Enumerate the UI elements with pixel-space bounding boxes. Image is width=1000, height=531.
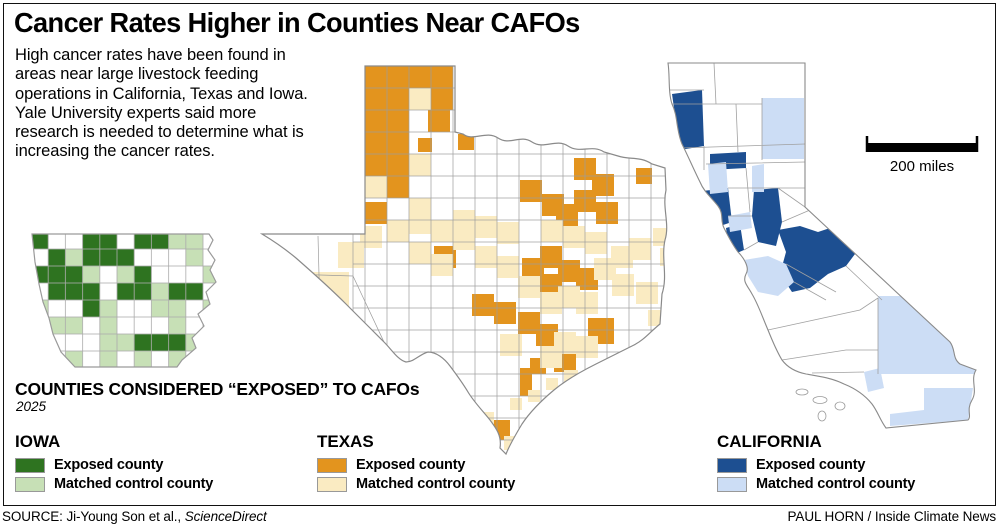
legend-label: Exposed county <box>756 457 866 473</box>
texas-county-grid <box>353 66 667 454</box>
legend-california-title: CALIFORNIA <box>717 432 822 451</box>
legend-row: Exposed county <box>15 457 275 473</box>
legend-label: Matched control county <box>356 476 516 492</box>
texas-map <box>259 65 668 456</box>
legend-row: Matched control county <box>717 476 977 492</box>
page-title: Cancer Rates Higher in Counties Near CAF… <box>14 7 580 38</box>
texas-state-outline <box>259 65 668 456</box>
legend-texas: TEXAS Exposed county Matched control cou… <box>317 432 577 495</box>
iowa-exposed-swatch <box>15 457 45 473</box>
section-heading: COUNTIES CONSIDERED “EXPOSED” TO CAFOs <box>15 379 420 399</box>
legend-iowa: IOWA Exposed county Matched control coun… <box>15 432 275 495</box>
section-year: 2025 <box>16 399 47 414</box>
california-county-lines <box>668 63 891 374</box>
exposed-county-shape <box>778 226 858 292</box>
author-credit: PAUL HORN / Inside Climate News <box>787 509 997 524</box>
legend-california: CALIFORNIA Exposed county Matched contro… <box>717 432 977 495</box>
california-map <box>667 62 977 429</box>
legend-iowa-title: IOWA <box>15 432 61 451</box>
control-county-shape <box>728 212 752 232</box>
source-text: SOURCE: Ji-Young Son et al., <box>2 509 185 524</box>
legend-label: Matched control county <box>756 476 916 492</box>
exposed-county-shape <box>672 90 704 150</box>
control-county-shape <box>708 162 728 194</box>
scale-bar-graphic <box>865 136 979 152</box>
scale-bar-label: 200 miles <box>889 158 955 175</box>
legend-row: Matched control county <box>317 476 577 492</box>
legend-row: Exposed county <box>317 457 577 473</box>
source-credit: SOURCE: Ji-Young Son et al., ScienceDire… <box>2 509 267 524</box>
intro-paragraph: High cancer rates have been found in are… <box>15 46 308 161</box>
legend-label: Exposed county <box>356 457 466 473</box>
texas-west-county-lines <box>287 234 385 343</box>
control-county-shape <box>864 368 884 392</box>
iowa-county-grid <box>32 234 216 367</box>
control-county-shape <box>762 98 804 159</box>
control-county-shape <box>752 164 764 192</box>
scale-bar: 200 miles <box>864 134 980 180</box>
exposed-county-shape <box>752 188 782 246</box>
legend-texas-title: TEXAS <box>317 432 374 451</box>
california-control-swatch <box>717 476 747 492</box>
iowa-state-outline <box>31 233 217 368</box>
california-state-outline <box>667 62 977 429</box>
channel-islands <box>795 388 846 422</box>
legend-label: Exposed county <box>54 457 164 473</box>
legend-label: Matched control county <box>54 476 214 492</box>
control-county-shape <box>878 296 976 374</box>
legend-row: Matched control county <box>15 476 275 492</box>
control-county-shape <box>890 388 973 426</box>
iowa-control-swatch <box>15 476 45 492</box>
california-exposed-swatch <box>717 457 747 473</box>
iowa-map <box>31 233 217 368</box>
control-county-shape <box>744 256 794 296</box>
source-publication: ScienceDirect <box>184 509 267 524</box>
exposed-county-shape <box>694 188 732 228</box>
texas-control-swatch <box>317 476 347 492</box>
legend-row: Exposed county <box>717 457 977 473</box>
texas-exposed-swatch <box>317 457 347 473</box>
